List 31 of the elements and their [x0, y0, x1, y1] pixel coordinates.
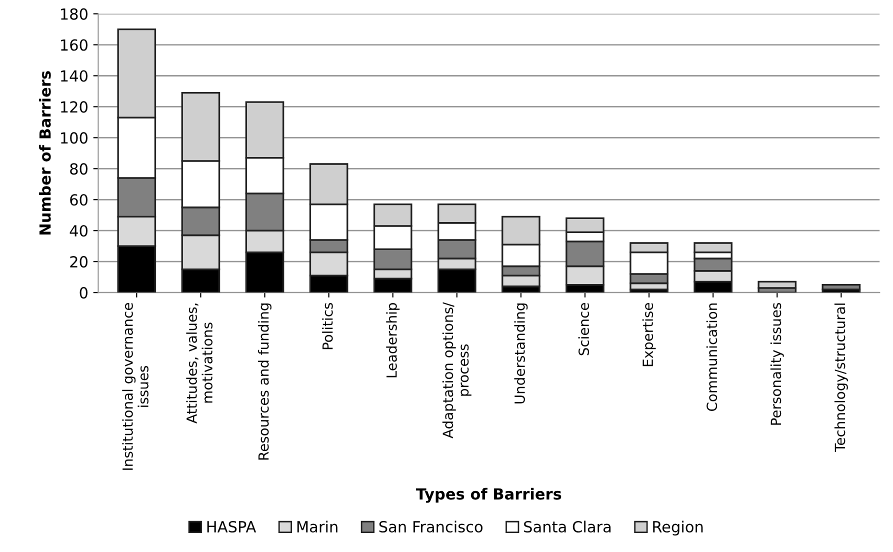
- x-tick-label: Technology/structural: [834, 304, 848, 452]
- legend-label: HASPA: [207, 520, 256, 533]
- x-tick-label: Attitudes, values, motivations: [186, 304, 213, 424]
- y-axis-title: Number of Barriers: [39, 71, 51, 234]
- legend-label: Region: [653, 520, 703, 536]
- legend-label: San Francisco: [379, 520, 482, 533]
- x-tick-label: Adaptation options/ process: [442, 302, 472, 438]
- y-tick-label: 20: [70, 256, 88, 268]
- y-tick-label: 40: [70, 225, 88, 237]
- y-tick-label: 160: [61, 39, 88, 51]
- x-tick-label: Institutional governance issues: [122, 303, 148, 470]
- y-tick-label: 80: [70, 163, 88, 175]
- legend-label: Marin: [297, 520, 338, 533]
- bar: [758, 280, 797, 289]
- x-tick-label: Communication: [706, 303, 718, 411]
- y-tick-label: 60: [70, 194, 88, 206]
- x-tick-label: Politics: [322, 302, 333, 350]
- y-tick-label: 180: [61, 8, 88, 20]
- x-tick-label: Science: [578, 303, 590, 356]
- x-tick-label: Understanding: [514, 304, 528, 404]
- bar: [822, 284, 861, 290]
- y-tick-label: 100: [61, 132, 88, 144]
- y-tick-label: 120: [61, 101, 88, 113]
- y-tick-label: 0: [80, 287, 88, 299]
- x-tick-label: Expertise: [642, 303, 656, 366]
- x-tick-label: Personality issues: [770, 302, 784, 425]
- x-axis-title: Types of Barriers: [416, 488, 562, 503]
- x-tick-label: Leadership: [386, 303, 400, 378]
- y-tick-label: 140: [61, 70, 88, 82]
- x-tick-label: Resources and funding: [258, 304, 272, 460]
- legend-label: Santa Clara: [524, 520, 611, 533]
